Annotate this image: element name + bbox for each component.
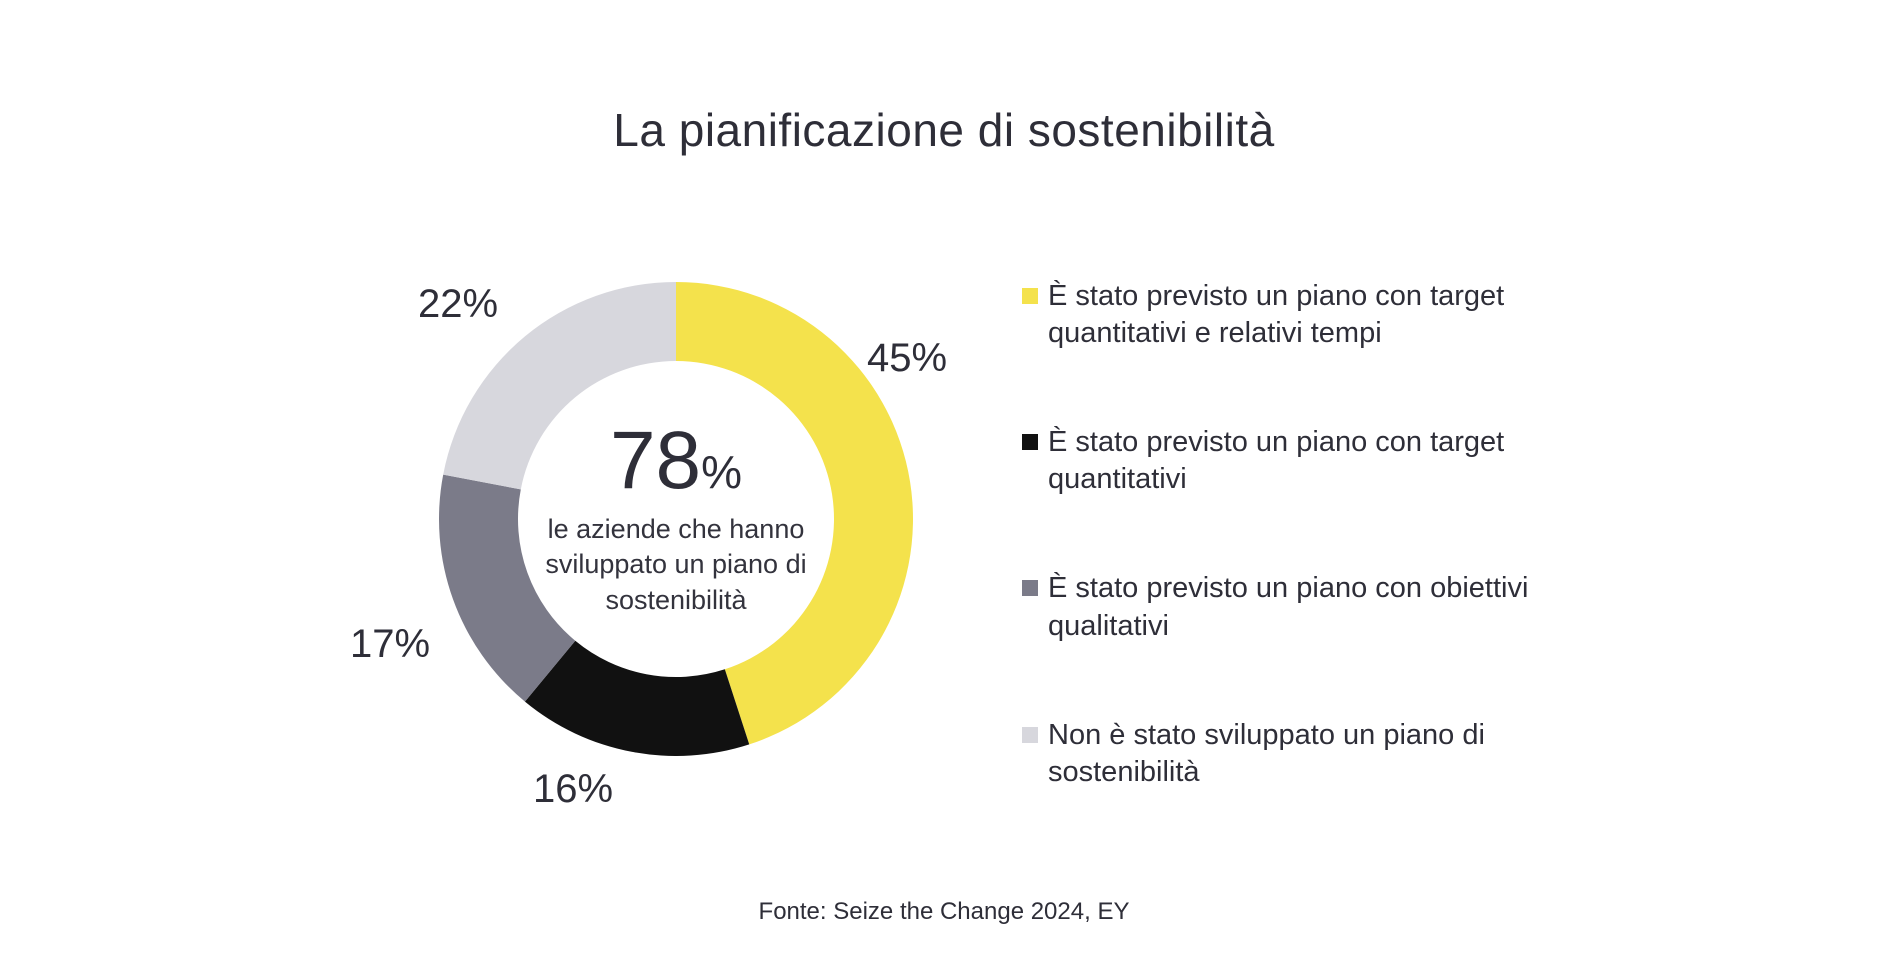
donut-chart-wrap <box>439 282 913 756</box>
legend-label: È stato previsto un piano con target qua… <box>1048 280 1505 350</box>
segment-label-16: 16% <box>533 767 614 811</box>
donut-segment-3 <box>443 282 676 490</box>
legend-swatch-yellow <box>1022 288 1038 304</box>
chart-title: La pianificazione di sostenibilità <box>613 103 1275 156</box>
legend-swatch-gray <box>1022 580 1038 597</box>
legend: È stato previsto un piano con target qua… <box>1022 278 1582 863</box>
legend-label: È stato previsto un piano con target qua… <box>1048 426 1505 496</box>
segment-label-17: 17% <box>350 622 431 666</box>
legend-swatch-lightgray <box>1022 726 1038 743</box>
legend-item: È stato previsto un piano con target qua… <box>1022 278 1582 352</box>
segment-label-22: 22% <box>418 282 499 326</box>
legend-item: È stato previsto un piano con obiettivi … <box>1022 570 1582 644</box>
legend-label: Non è stato sviluppato un piano di soste… <box>1048 718 1485 788</box>
donut-segment-2 <box>439 474 576 702</box>
legend-item: Non è stato sviluppato un piano di soste… <box>1022 717 1582 791</box>
legend-label: È stato previsto un piano con obiettivi … <box>1048 572 1529 642</box>
donut-chart <box>439 282 913 756</box>
donut-segment-1 <box>524 640 750 756</box>
legend-item: È stato previsto un piano con target qua… <box>1022 424 1582 498</box>
legend-swatch-black <box>1022 434 1038 451</box>
source-note: Fonte: Seize the Change 2024, EY <box>758 898 1130 925</box>
segment-label-45: 45% <box>867 336 948 380</box>
donut-segment-0 <box>676 282 913 745</box>
